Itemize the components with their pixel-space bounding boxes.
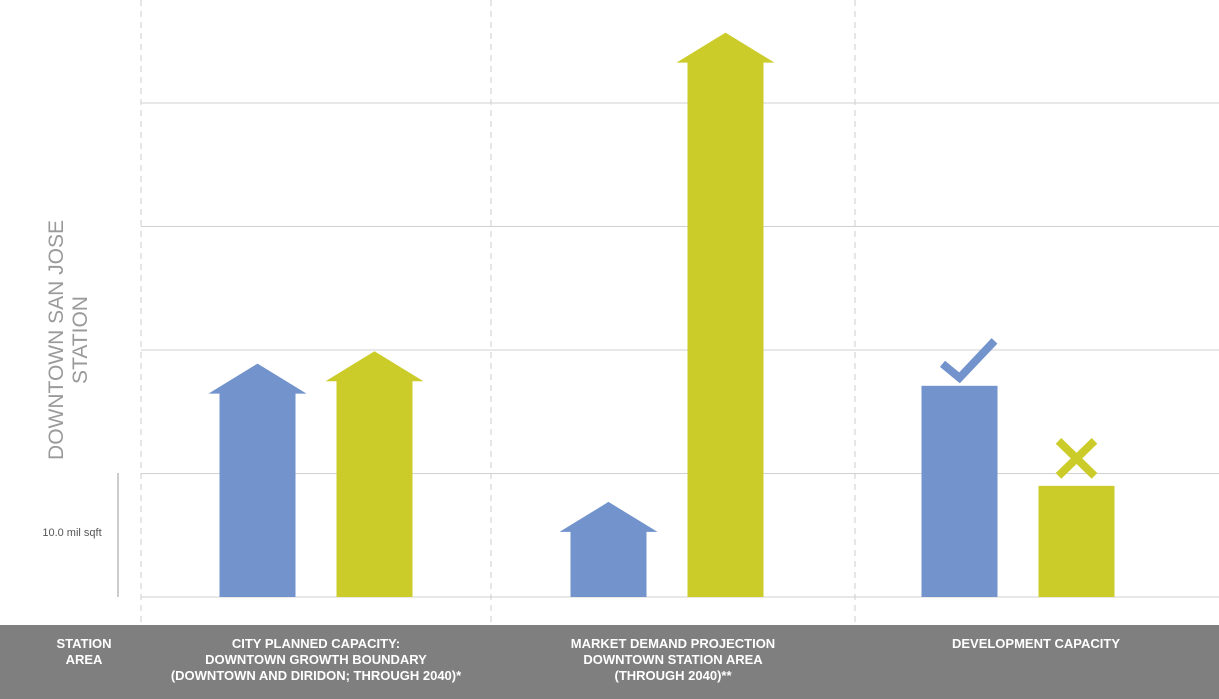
y-axis-title: DOWNTOWN SAN JOSE: [45, 220, 68, 460]
arrow-bar: [325, 351, 424, 597]
scale-label: 10.0 mil sqft: [42, 527, 101, 539]
category-label: MARKET DEMAND PROJECTION DOWNTOWN STATIO…: [570, 636, 776, 683]
x-icon: [1055, 437, 1098, 479]
category-label: CITY PLANNED CAPACITY: DOWNTOWN GROWTH B…: [170, 636, 462, 683]
check-icon: [939, 338, 998, 384]
category-band: [0, 625, 1219, 699]
arrow-bar: [208, 363, 307, 597]
row-header: STATION AREA: [56, 636, 112, 667]
bar: [1038, 485, 1115, 597]
y-axis-title: STATION: [69, 296, 92, 384]
arrow-bar: [676, 32, 775, 598]
category-label: DEVELOPMENT CAPACITY: [951, 636, 1121, 651]
arrow-bar: [559, 501, 658, 597]
bar: [921, 385, 998, 597]
